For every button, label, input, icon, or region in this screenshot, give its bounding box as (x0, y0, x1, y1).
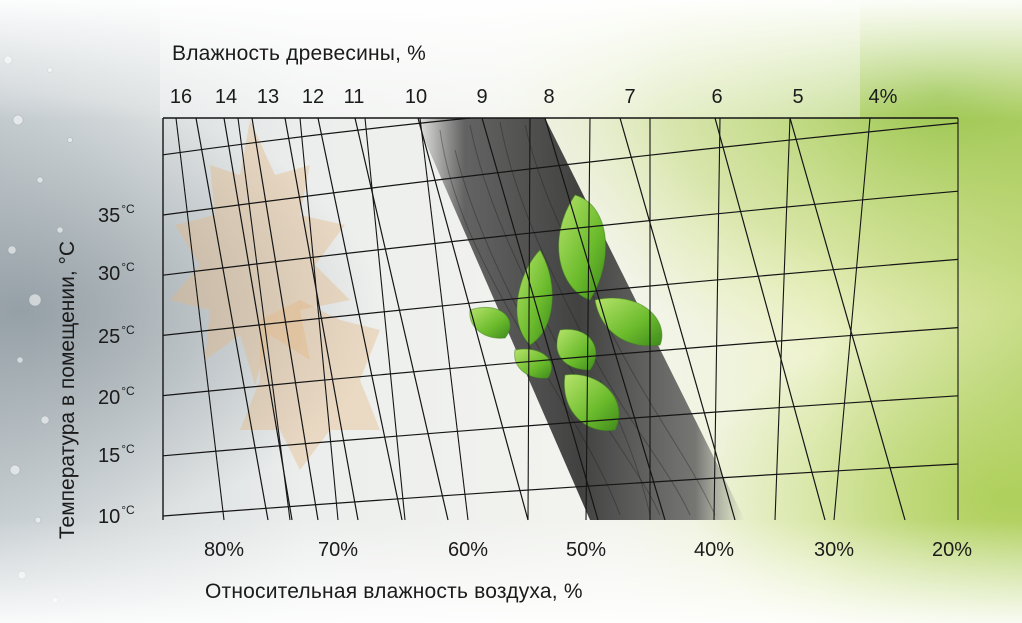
relative-humidity-line (175, 117, 225, 521)
relative-humidity-line (774, 117, 791, 521)
y-tick: 25°C (98, 323, 135, 348)
x-bottom-tick: 80% (203, 539, 245, 561)
relative-humidity-line (585, 117, 591, 521)
x-bottom-tick: 70% (317, 539, 359, 561)
wood-moisture-line-10 (354, 117, 449, 521)
x-top-tick: 5 (792, 86, 804, 108)
temperature-lines (162, 117, 959, 517)
temperature-line-35 (162, 122, 959, 216)
x-top-tick: 9 (476, 86, 488, 108)
y-tick: 20°C (98, 384, 135, 409)
wood-moisture-line-8 (481, 117, 599, 521)
wood-moisture-line-5 (714, 117, 826, 521)
y-tick: 30°C (98, 260, 135, 285)
x-bottom-tick: 30% (813, 539, 855, 561)
x-top-axis-title: Влажность древесины, % (172, 42, 427, 65)
x-top-tick: 12 (301, 86, 325, 108)
x-top-tick: 6 (711, 86, 723, 108)
relative-humidity-line (527, 117, 531, 521)
x-top-tick: 13 (256, 86, 280, 108)
relative-humidity-lines (175, 117, 959, 521)
y-tick: 35°C (98, 202, 135, 227)
temperature-line-25 (162, 258, 959, 336)
wood-moisture-line-9 (417, 117, 529, 521)
wood-moisture-line-4 (789, 117, 906, 521)
maple-leaf-icon (170, 120, 380, 470)
x-top-tick: 8 (543, 86, 555, 108)
wood-moisture-line-11 (317, 117, 403, 521)
x-bottom-axis-title: Относительная влажность воздуха, % (205, 580, 583, 603)
relative-humidity-line (237, 117, 291, 521)
relative-humidity-line (364, 117, 406, 521)
y-tick: 10°C (98, 503, 135, 528)
wood-moisture-line-14 (223, 117, 293, 521)
temperature-line-10 (162, 463, 959, 517)
x-top-tick: 11 (343, 86, 365, 108)
x-top-tick: 10 (404, 86, 428, 108)
temperature-line-20 (162, 327, 959, 397)
y-axis-title: Температура в помещении, °C (56, 240, 79, 540)
x-bottom-tick: 40% (693, 539, 735, 561)
relative-humidity-line (299, 117, 339, 521)
plot-frame (162, 117, 958, 520)
wood-moisture-line-12 (284, 117, 359, 521)
temperature-line-15 (162, 395, 959, 457)
wood-moisture-line-13 (251, 117, 319, 521)
green-leaf-sprout-icon (469, 194, 663, 432)
wood-moisture-line-7 (544, 117, 666, 521)
relative-humidity-line (713, 117, 721, 521)
x-top-tick: 14 (214, 86, 238, 108)
x-bottom-tick: 60% (447, 539, 489, 561)
x-bottom-tick: 50% (565, 539, 607, 561)
x-bottom-tick: 20% (931, 539, 973, 561)
relative-humidity-line (419, 117, 469, 521)
wood-moisture-line-6 (619, 117, 736, 521)
temperature-line-40 (162, 117, 471, 156)
temperature-line-30 (162, 190, 959, 276)
y-tick: 15°C (98, 442, 135, 467)
x-top-tick: 7 (624, 86, 636, 108)
x-top-tick: 4% (868, 86, 898, 108)
wood-moisture-line-16 (195, 117, 269, 521)
wood-moisture-lines (195, 117, 906, 521)
relative-humidity-line (833, 117, 871, 521)
x-top-tick: 16 (169, 86, 193, 108)
